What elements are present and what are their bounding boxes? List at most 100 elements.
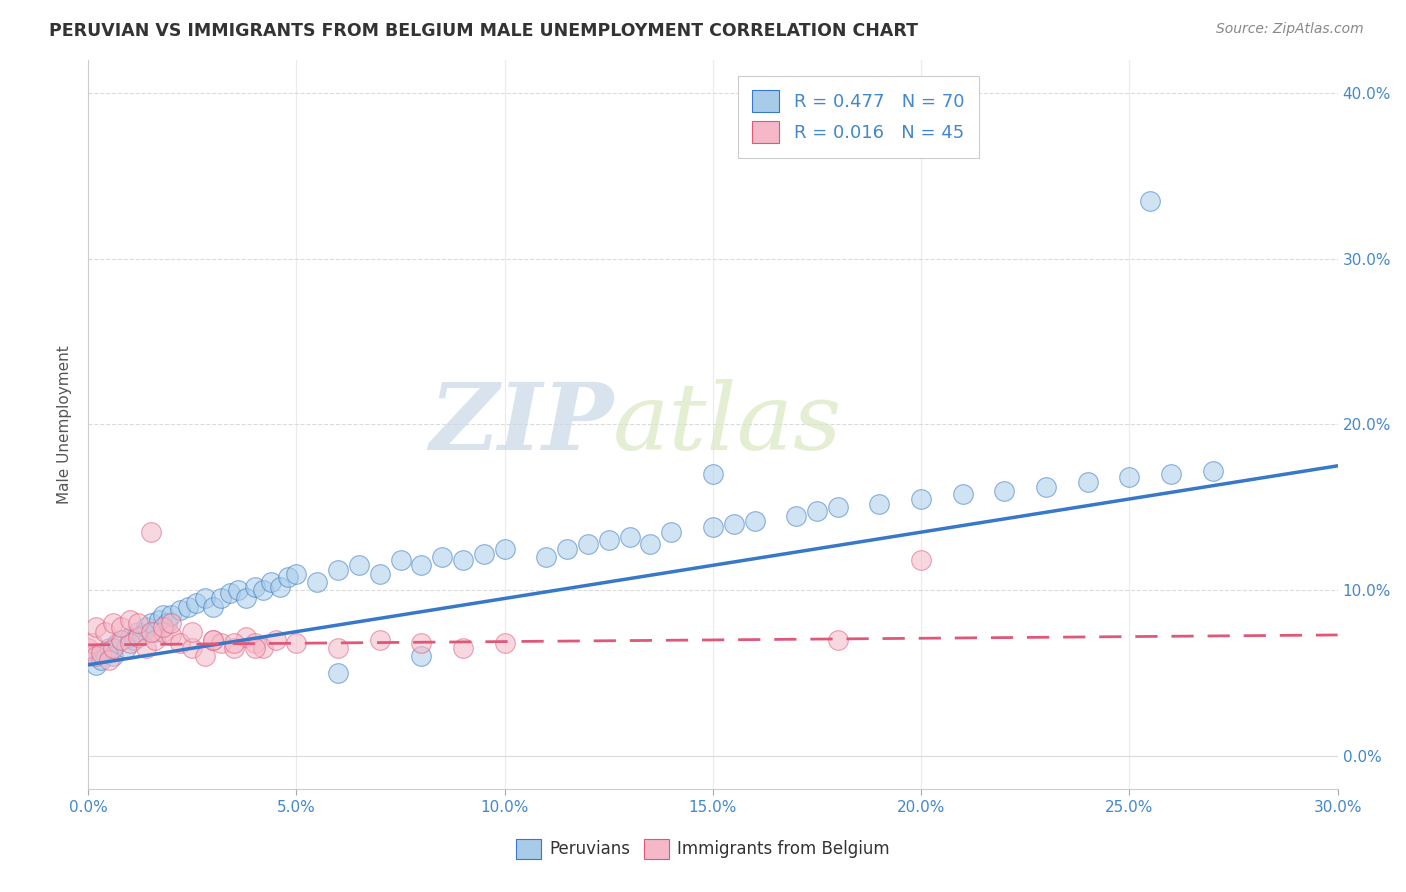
Point — [194, 649, 217, 664]
Point — [389, 553, 412, 567]
Point — [411, 636, 433, 650]
Point — [218, 586, 240, 600]
Point — [472, 547, 495, 561]
Point — [131, 628, 153, 642]
Point — [1077, 475, 1099, 490]
Point — [177, 599, 200, 614]
Point — [98, 641, 121, 656]
Point — [260, 574, 283, 589]
Point — [127, 616, 149, 631]
Point — [576, 537, 599, 551]
Point — [640, 537, 662, 551]
Point — [326, 641, 349, 656]
Point — [202, 632, 225, 647]
Point — [202, 599, 225, 614]
Point — [723, 516, 745, 531]
Point — [285, 566, 308, 581]
Point — [326, 666, 349, 681]
Point — [494, 636, 516, 650]
Point — [135, 641, 157, 656]
Point — [1035, 480, 1057, 494]
Point — [82, 636, 104, 650]
Point — [1160, 467, 1182, 482]
Point — [152, 624, 174, 639]
Point — [152, 620, 174, 634]
Point — [181, 641, 204, 656]
Point — [785, 508, 807, 523]
Point — [368, 632, 391, 647]
Point — [326, 563, 349, 577]
Point — [181, 624, 204, 639]
Point — [702, 467, 724, 482]
Point — [110, 620, 132, 634]
Point — [430, 549, 453, 564]
Text: ZIP: ZIP — [429, 379, 613, 469]
Point — [307, 574, 329, 589]
Point — [127, 624, 149, 639]
Point — [186, 597, 208, 611]
Point — [160, 628, 183, 642]
Point — [98, 653, 121, 667]
Point — [114, 641, 136, 656]
Point — [122, 632, 145, 647]
Point — [277, 570, 299, 584]
Point — [619, 530, 641, 544]
Point — [209, 591, 232, 606]
Point — [160, 616, 183, 631]
Point — [169, 636, 191, 650]
Point — [1202, 464, 1225, 478]
Point — [555, 541, 578, 556]
Point — [101, 649, 124, 664]
Point — [347, 558, 370, 573]
Point — [101, 641, 124, 656]
Point — [110, 632, 132, 647]
Legend: R = 0.477   N = 70, R = 0.016   N = 45: R = 0.477 N = 70, R = 0.016 N = 45 — [738, 76, 979, 158]
Text: atlas: atlas — [613, 379, 842, 469]
Point — [77, 641, 100, 656]
Point — [243, 641, 266, 656]
Point — [222, 636, 245, 650]
Point — [90, 646, 112, 660]
Point — [110, 632, 132, 647]
Point — [264, 632, 287, 647]
Point — [411, 649, 433, 664]
Point — [222, 641, 245, 656]
Point — [243, 636, 266, 650]
Point — [235, 630, 257, 644]
Point — [226, 583, 249, 598]
Point — [702, 520, 724, 534]
Point — [86, 649, 108, 664]
Point — [169, 603, 191, 617]
Point — [252, 641, 274, 656]
Point — [209, 636, 232, 650]
Point — [82, 649, 104, 664]
Point — [118, 636, 141, 650]
Point — [94, 646, 117, 660]
Point — [1118, 470, 1140, 484]
Point — [143, 624, 166, 639]
Point — [1139, 194, 1161, 208]
Point — [105, 636, 128, 650]
Text: PERUVIAN VS IMMIGRANTS FROM BELGIUM MALE UNEMPLOYMENT CORRELATION CHART: PERUVIAN VS IMMIGRANTS FROM BELGIUM MALE… — [49, 22, 918, 40]
Text: Source: ZipAtlas.com: Source: ZipAtlas.com — [1216, 22, 1364, 37]
Point — [156, 616, 179, 631]
Point — [152, 608, 174, 623]
Point — [143, 632, 166, 647]
Point — [127, 630, 149, 644]
Point — [451, 553, 474, 567]
Point — [148, 613, 170, 627]
Point — [368, 566, 391, 581]
Point — [806, 503, 828, 517]
Point — [827, 500, 849, 515]
Point — [910, 491, 932, 506]
Point — [135, 620, 157, 634]
Point — [160, 608, 183, 623]
Point — [252, 583, 274, 598]
Point — [536, 549, 558, 564]
Point — [598, 533, 620, 548]
Point — [118, 630, 141, 644]
Point — [869, 497, 891, 511]
Point — [139, 616, 162, 631]
Point — [90, 653, 112, 667]
Point — [86, 657, 108, 672]
